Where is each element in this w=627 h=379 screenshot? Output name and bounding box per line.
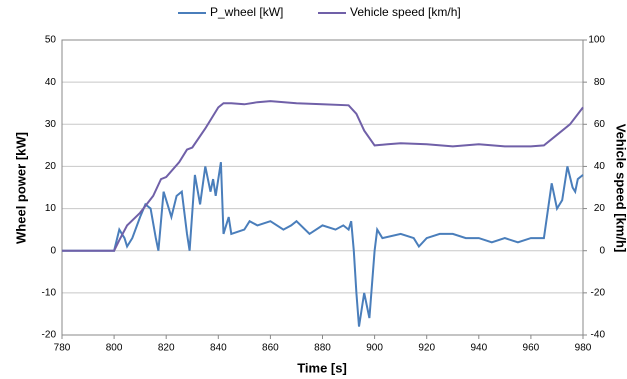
x-tick-label: 940: [470, 343, 487, 354]
x-tick-label: 860: [262, 343, 279, 354]
y-tick-label: 10: [45, 203, 57, 214]
y2-tick-label: 100: [588, 35, 605, 46]
x-tick-label: 980: [575, 343, 592, 354]
y2-tick-label: -20: [591, 287, 606, 298]
y-tick-label: -20: [42, 330, 57, 341]
y2-tick-label: 0: [599, 245, 605, 256]
x-tick-label: 920: [418, 343, 435, 354]
x-axis-label: Time [s]: [297, 360, 347, 375]
x-tick-label: 800: [106, 343, 123, 354]
legend-label: P_wheel [kW]: [210, 5, 283, 19]
y-tick-label: 20: [45, 161, 57, 172]
y-tick-label: 30: [45, 119, 57, 130]
y-tick-label: 50: [45, 35, 57, 46]
y-axis-label: Wheel power [kW]: [13, 132, 28, 244]
y2-tick-label: 40: [594, 161, 606, 172]
y-tick-label: 40: [45, 77, 57, 88]
x-tick-label: 820: [158, 343, 175, 354]
plot-frame: [61, 39, 584, 336]
x-tick-label: 780: [54, 343, 71, 354]
y2-tick-label: 60: [594, 119, 606, 130]
x-tick-label: 880: [314, 343, 331, 354]
y2-axis-label: Vehicle speed [km/h]: [614, 124, 627, 253]
x-tick-label: 840: [210, 343, 227, 354]
y2-tick-label: 20: [594, 203, 606, 214]
series-line: [62, 100, 584, 252]
y2-tick-label: 80: [594, 77, 606, 88]
x-tick-label: 900: [366, 343, 383, 354]
series-line: [62, 162, 584, 327]
y-tick-label: -10: [42, 287, 57, 298]
x-tick-label: 960: [523, 343, 540, 354]
y2-tick-label: -40: [591, 330, 606, 341]
y-tick-label: 0: [50, 245, 56, 256]
legend-label: Vehicle speed [km/h]: [350, 5, 461, 19]
